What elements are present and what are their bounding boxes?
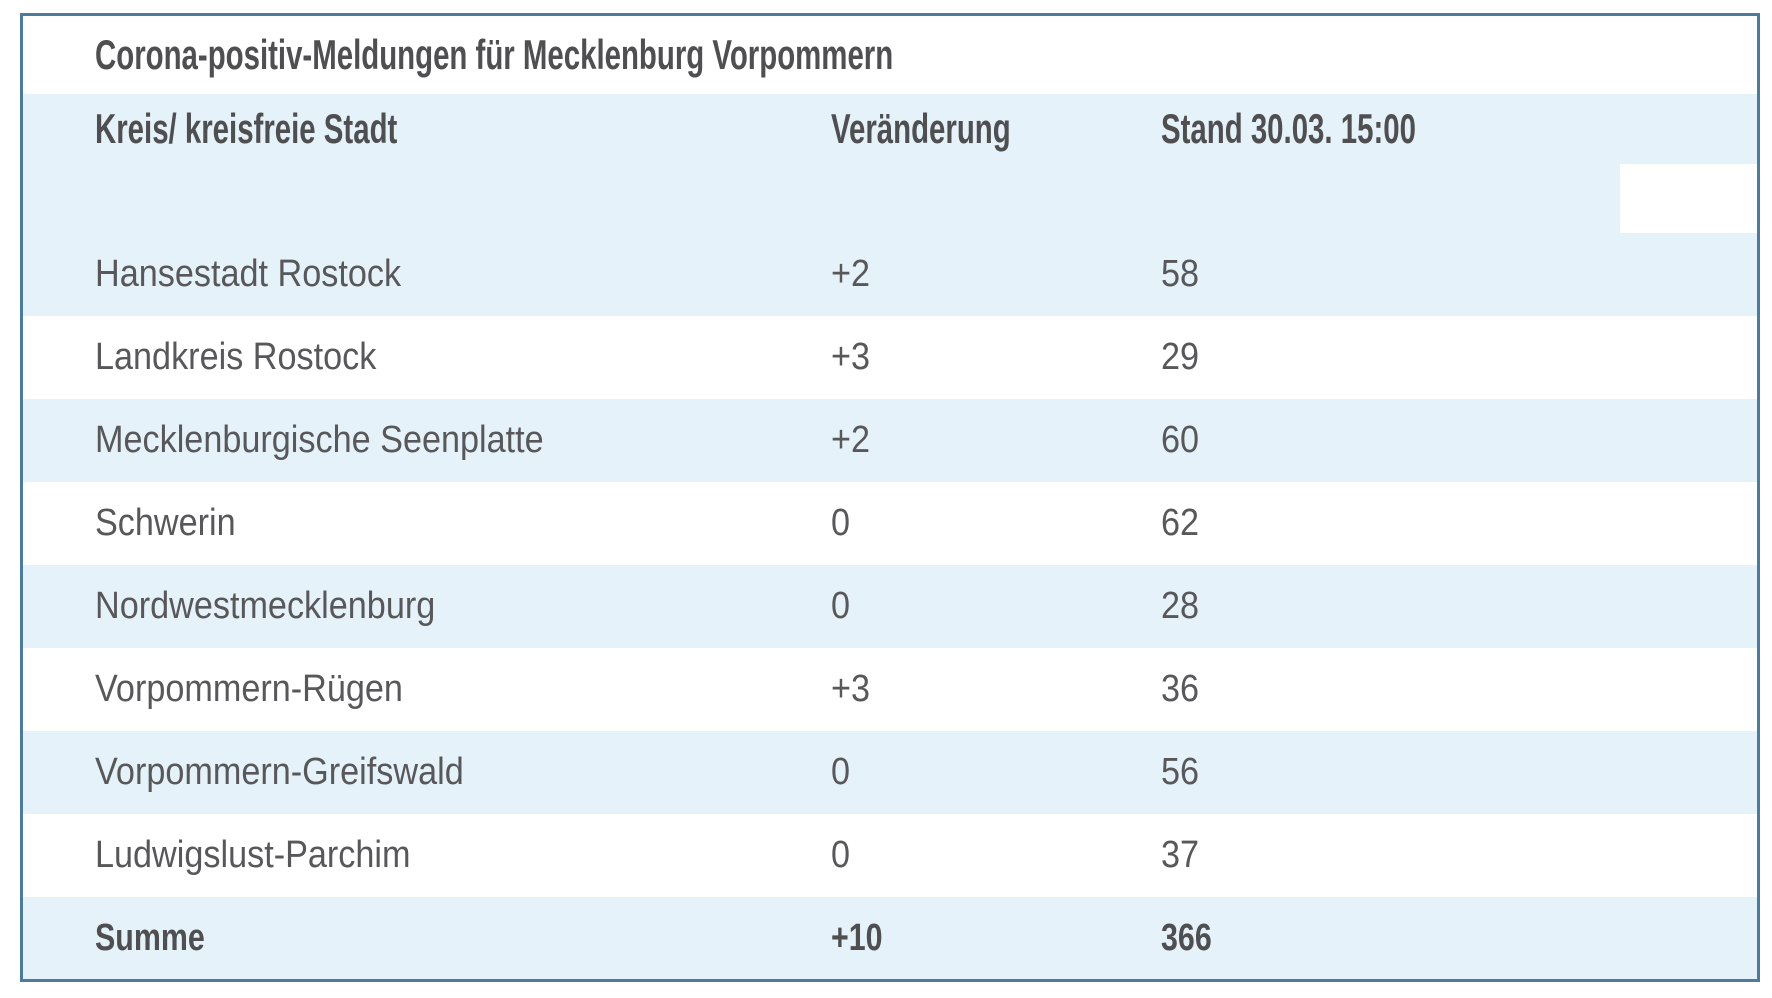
header-empty-cell xyxy=(1620,164,1757,233)
table-total-row: Summe +10 366 xyxy=(23,897,1757,979)
cell-veraenderung: 0 xyxy=(831,834,1161,877)
title-cell: Corona-positiv-Meldungen für Mecklenburg… xyxy=(23,31,893,79)
table-row: Ludwigslust-Parchim 0 37 xyxy=(23,814,1757,897)
kreis-label: Nordwestmecklenburg xyxy=(95,585,436,627)
table-header-row: Kreis/ kreisfreie Stadt Veränderung Stan… xyxy=(23,94,1757,164)
veraenderung-value: +3 xyxy=(831,668,870,710)
corona-data-table: Corona-positiv-Meldungen für Mecklenburg… xyxy=(20,13,1760,982)
cell-kreis: Ludwigslust-Parchim xyxy=(23,834,831,877)
cell-stand: 29 xyxy=(1161,336,1757,379)
cell-stand: 37 xyxy=(1161,834,1757,877)
cell-kreis: Landkreis Rostock xyxy=(23,336,831,379)
table-row: Landkreis Rostock +3 29 xyxy=(23,316,1757,399)
cell-kreis: Summe xyxy=(23,917,831,960)
cell-kreis: Mecklenburgische Seenplatte xyxy=(23,419,831,462)
cell-stand: 56 xyxy=(1161,751,1757,794)
cell-stand: 36 xyxy=(1161,668,1757,711)
cell-veraenderung: 0 xyxy=(831,585,1161,628)
stand-value: 60 xyxy=(1161,419,1200,461)
stand-value: 37 xyxy=(1161,834,1200,876)
table-row: Mecklenburgische Seenplatte +2 60 xyxy=(23,399,1757,482)
veraenderung-value: 0 xyxy=(831,502,851,544)
table-row: Vorpommern-Greifswald 0 56 xyxy=(23,731,1757,814)
cell-veraenderung: 0 xyxy=(831,751,1161,794)
column-header-veraenderung: Veränderung xyxy=(831,105,1011,152)
header-cell-stand: Stand 30.03. 15:00 xyxy=(1161,105,1757,153)
cell-kreis: Vorpommern-Greifswald xyxy=(23,751,831,794)
cell-stand: 62 xyxy=(1161,502,1757,545)
cell-kreis: Nordwestmecklenburg xyxy=(23,585,831,628)
cell-stand: 28 xyxy=(1161,585,1757,628)
cell-stand: 58 xyxy=(1161,253,1757,296)
veraenderung-value: 0 xyxy=(831,751,851,793)
veraenderung-value: +2 xyxy=(831,419,870,461)
kreis-label: Landkreis Rostock xyxy=(95,336,377,378)
cell-veraenderung: +2 xyxy=(831,419,1161,462)
kreis-label: Vorpommern-Rügen xyxy=(95,668,403,710)
kreis-label: Hansestadt Rostock xyxy=(95,253,402,295)
cell-veraenderung: +2 xyxy=(831,253,1161,296)
cell-stand: 366 xyxy=(1161,917,1757,960)
cell-veraenderung: +10 xyxy=(831,917,1161,960)
kreis-label: Ludwigslust-Parchim xyxy=(95,834,411,876)
cell-veraenderung: 0 xyxy=(831,502,1161,545)
kreis-label: Vorpommern-Greifswald xyxy=(95,751,464,793)
stand-value: 29 xyxy=(1161,336,1200,378)
cell-kreis: Vorpommern-Rügen xyxy=(23,668,831,711)
total-label: Summe xyxy=(95,916,205,959)
column-header-stand: Stand 30.03. 15:00 xyxy=(1161,105,1416,152)
veraenderung-value: +3 xyxy=(831,336,870,378)
stand-value: 62 xyxy=(1161,502,1200,544)
veraenderung-value: 0 xyxy=(831,834,851,876)
header-spacer-row xyxy=(23,164,1757,233)
kreis-label: Mecklenburgische Seenplatte xyxy=(95,419,544,461)
cell-veraenderung: +3 xyxy=(831,336,1161,379)
cell-kreis: Hansestadt Rostock xyxy=(23,253,831,296)
kreis-label: Schwerin xyxy=(95,502,236,544)
header-cell-veraenderung: Veränderung xyxy=(831,105,1161,153)
header-cell-kreis: Kreis/ kreisfreie Stadt xyxy=(23,105,831,153)
cell-kreis: Schwerin xyxy=(23,502,831,545)
table-row: Nordwestmecklenburg 0 28 xyxy=(23,565,1757,648)
total-stand-value: 366 xyxy=(1161,916,1212,959)
stand-value: 28 xyxy=(1161,585,1200,627)
table-row: Hansestadt Rostock +2 58 xyxy=(23,233,1757,316)
stand-value: 58 xyxy=(1161,253,1200,295)
column-header-kreis: Kreis/ kreisfreie Stadt xyxy=(95,105,398,152)
veraenderung-value: 0 xyxy=(831,585,851,627)
table-title: Corona-positiv-Meldungen für Mecklenburg… xyxy=(95,31,894,78)
cell-stand: 60 xyxy=(1161,419,1757,462)
veraenderung-value: +2 xyxy=(831,253,870,295)
stand-value: 36 xyxy=(1161,668,1200,710)
cell-veraenderung: +3 xyxy=(831,668,1161,711)
total-veraenderung-value: +10 xyxy=(831,916,883,959)
table-row: Vorpommern-Rügen +3 36 xyxy=(23,648,1757,731)
table-row: Schwerin 0 62 xyxy=(23,482,1757,565)
stand-value: 56 xyxy=(1161,751,1200,793)
table-title-row: Corona-positiv-Meldungen für Mecklenburg… xyxy=(23,16,1757,94)
